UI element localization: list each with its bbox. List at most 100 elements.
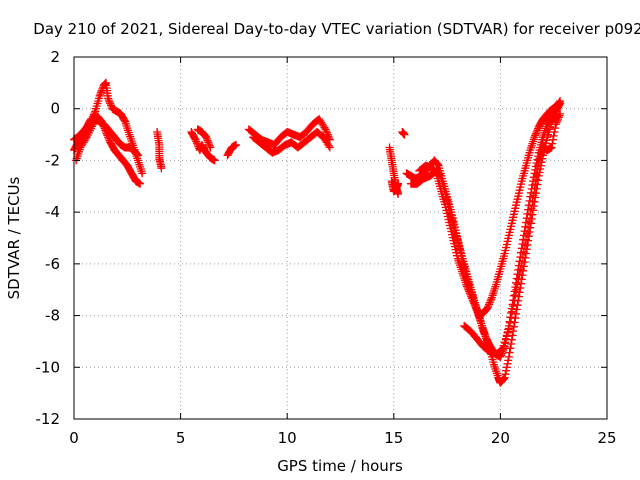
data-point [520,241,529,250]
data-point [322,127,331,136]
data-point [205,140,213,149]
data-point [509,327,518,336]
y-tick-label: -8 [45,307,60,325]
x-tick-label: 0 [69,429,79,447]
data-point [136,179,145,188]
data-point [95,91,104,100]
data-point [98,84,107,93]
data-point [433,160,442,169]
y-axis-label: SDTVAR / TECUs [5,176,23,299]
data-point [462,280,471,289]
data-point [101,126,110,135]
data-point [106,99,115,108]
data-point [503,359,512,368]
data-point [514,275,523,284]
data-point [464,285,473,294]
data-point [504,324,513,333]
data-point [469,297,478,306]
data-point [508,300,517,309]
x-axis-label: GPS time / hours [277,457,403,475]
data-point [504,352,513,361]
data-point [204,138,213,147]
data-point [472,304,481,313]
x-tick-label: 20 [491,429,510,447]
data-point [192,139,201,148]
data-point [531,175,540,184]
data-point [323,128,331,137]
chart-title: Day 210 of 2021, Sidereal Day-to-day VTE… [33,20,640,38]
data-point [518,253,527,262]
data-point [509,302,518,311]
data-point [507,313,516,322]
data-point [105,97,114,106]
plot-frame [73,56,608,420]
axis-ticks: 0 5 10 15 20 25 -12 -10 -8 -6 -4 -2 0 2 [36,48,617,447]
data-point [465,289,474,298]
data-point [99,121,108,130]
data-point [480,330,489,339]
data-point [517,259,526,268]
data-point [325,143,334,152]
data-point [502,366,511,375]
data-point [509,322,518,331]
data-point [499,341,508,350]
data-point [479,327,488,336]
data-point [549,131,558,140]
data-point [202,134,211,143]
data-point [512,285,521,294]
data-point [524,223,533,232]
data-point [202,133,211,142]
data-point [97,117,106,126]
data-point [552,118,561,127]
data-point [501,370,510,379]
data-point [500,373,509,382]
data-point [472,306,481,315]
data-point [132,149,141,158]
data-point [465,287,474,296]
data-point [508,307,517,316]
data-point [550,128,559,136]
data-point [120,116,129,125]
x-tick-label: 15 [384,429,403,447]
data-point [530,184,539,193]
data-point [549,135,557,144]
data-point [487,295,496,304]
data-point [483,303,492,312]
data-point [548,139,557,148]
data-point [463,284,472,292]
data-point [98,119,107,128]
data-point [104,94,113,103]
data-point [528,197,537,206]
data-point [102,128,110,136]
data-point [555,111,564,120]
data-point [210,156,219,165]
data-point [466,290,475,299]
data-point [532,170,541,179]
data-point [506,318,514,327]
data-point [512,274,521,283]
data-point [498,345,507,354]
data-point [138,169,147,178]
data-point [551,120,560,129]
y-tick-label: 0 [50,100,60,118]
data-point [133,150,142,159]
data-series [70,78,565,387]
data-point [400,130,409,139]
data-point [533,126,542,135]
data-point [519,247,528,256]
data-point [553,116,562,125]
data-point [513,301,522,310]
data-point [486,296,495,305]
data-point [471,303,480,311]
data-point [556,109,565,118]
data-point [205,141,214,150]
data-point [517,279,525,288]
data-point [531,180,540,189]
data-point [104,133,113,142]
grid-lines [74,57,607,419]
data-point [530,133,539,142]
data-point [203,136,212,145]
data-point [531,131,540,140]
data-point [523,229,531,238]
